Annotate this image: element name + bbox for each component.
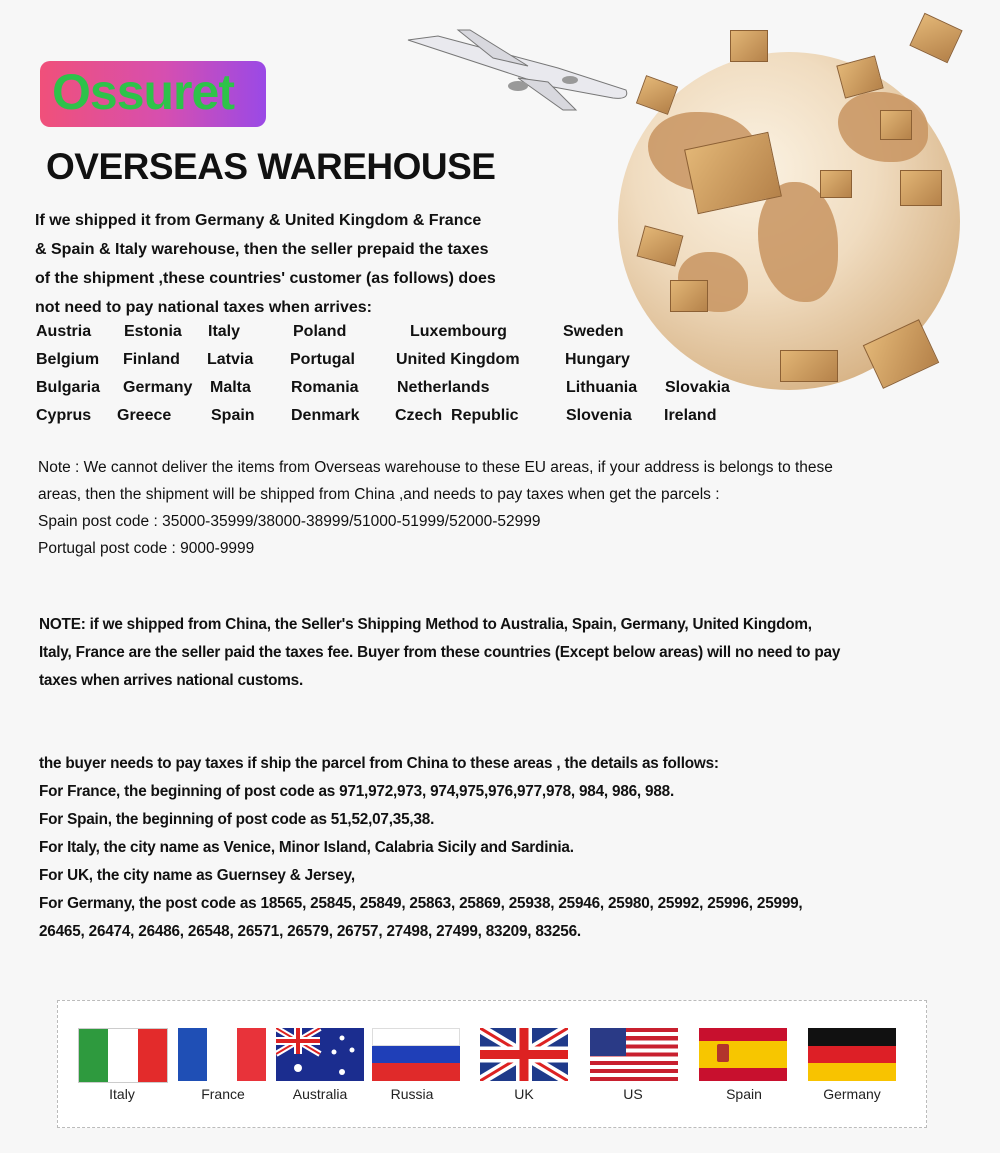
note-line: taxes when arrives national customs. bbox=[39, 672, 303, 689]
intro-line: of the shipment ,these countries' custom… bbox=[35, 270, 496, 287]
note-line: NOTE: if we shipped from China, the Sell… bbox=[39, 616, 812, 633]
flag-label: Russia bbox=[390, 1086, 434, 1102]
country-item: Czech Republic bbox=[395, 407, 519, 424]
country-item: Bulgaria bbox=[36, 379, 101, 396]
country-item: Hungary bbox=[565, 351, 630, 368]
detail-line: For UK, the city name as Guernsey & Jers… bbox=[39, 867, 355, 884]
country-item: Cyprus bbox=[36, 407, 92, 424]
detail-line: For Spain, the beginning of post code as… bbox=[39, 811, 435, 828]
intro-line: & Spain & Italy warehouse, then the sell… bbox=[35, 241, 489, 258]
flag-label: UK bbox=[514, 1086, 534, 1102]
tax-areas-details: the buyer needs to pay taxes if ship the… bbox=[39, 750, 803, 946]
country-item: Italy bbox=[208, 323, 241, 340]
country-item: Denmark bbox=[291, 407, 360, 424]
country-item: Estonia bbox=[124, 323, 182, 340]
country-item: Austria bbox=[36, 323, 92, 340]
note-line: areas, then the shipment will be shipped… bbox=[38, 486, 720, 503]
detail-line: 26465, 26474, 26486, 26548, 26571, 26579… bbox=[39, 923, 581, 940]
logo-text: Ossuret bbox=[52, 64, 235, 120]
flags-panel: Italy France Australia Russia UK bbox=[57, 1000, 927, 1128]
germany-flag-icon bbox=[808, 1028, 896, 1081]
eu-exception-note: Note : We cannot deliver the items from … bbox=[38, 454, 833, 562]
country-item: Latvia bbox=[207, 351, 254, 368]
detail-line: For France, the beginning of post code a… bbox=[39, 783, 675, 800]
flag-label: Italy bbox=[109, 1086, 135, 1102]
country-item: Belgium bbox=[36, 351, 100, 368]
flag-label: France bbox=[201, 1086, 245, 1102]
note-line: Note : We cannot deliver the items from … bbox=[38, 459, 833, 476]
country-item: Spain bbox=[211, 407, 255, 424]
detail-line: the buyer needs to pay taxes if ship the… bbox=[39, 755, 719, 772]
russia-flag-icon bbox=[372, 1028, 460, 1081]
country-item: Ireland bbox=[664, 407, 717, 424]
country-item: Romania bbox=[291, 379, 359, 396]
country-item: Poland bbox=[293, 323, 347, 340]
italy-flag-icon bbox=[78, 1028, 168, 1083]
country-item: Lithuania bbox=[566, 379, 638, 396]
note-line: Italy, France are the seller paid the ta… bbox=[39, 644, 841, 661]
country-item: Netherlands bbox=[397, 379, 490, 396]
france-flag-icon bbox=[178, 1028, 266, 1081]
country-item: Greece bbox=[117, 407, 172, 424]
country-item: Sweden bbox=[563, 323, 624, 340]
country-item: Malta bbox=[210, 379, 251, 396]
country-item: Finland bbox=[123, 351, 180, 368]
brand-logo: Ossuret bbox=[40, 61, 266, 127]
intro-line: not need to pay national taxes when arri… bbox=[35, 299, 372, 316]
uk-flag-icon bbox=[480, 1028, 568, 1081]
country-item: United Kingdom bbox=[396, 351, 520, 368]
country-item: Portugal bbox=[290, 351, 355, 368]
intro-line: If we shipped it from Germany & United K… bbox=[35, 212, 482, 229]
china-shipping-note: NOTE: if we shipped from China, the Sell… bbox=[39, 611, 840, 695]
country-item: Slovakia bbox=[665, 379, 730, 396]
australia-flag-icon bbox=[276, 1028, 364, 1081]
spain-flag-icon bbox=[699, 1028, 787, 1081]
country-item: Luxembourg bbox=[410, 323, 507, 340]
intro-text: If we shipped it from Germany & United K… bbox=[35, 206, 496, 322]
note-line: Spain post code : 35000-35999/38000-3899… bbox=[38, 513, 541, 530]
note-line: Portugal post code : 9000-9999 bbox=[38, 540, 255, 557]
flag-label: Germany bbox=[823, 1086, 881, 1102]
airplane-icon bbox=[407, 29, 628, 111]
us-flag-icon bbox=[590, 1028, 678, 1081]
flag-label: Spain bbox=[726, 1086, 762, 1102]
page-title: OVERSEAS WAREHOUSE bbox=[46, 146, 496, 187]
flag-label: US bbox=[623, 1086, 643, 1102]
country-item: Slovenia bbox=[566, 407, 632, 424]
country-item: Germany bbox=[123, 379, 193, 396]
detail-line: For Italy, the city name as Venice, Mino… bbox=[39, 839, 574, 856]
detail-line: For Germany, the post code as 18565, 258… bbox=[39, 895, 803, 912]
flag-label: Australia bbox=[292, 1086, 348, 1102]
